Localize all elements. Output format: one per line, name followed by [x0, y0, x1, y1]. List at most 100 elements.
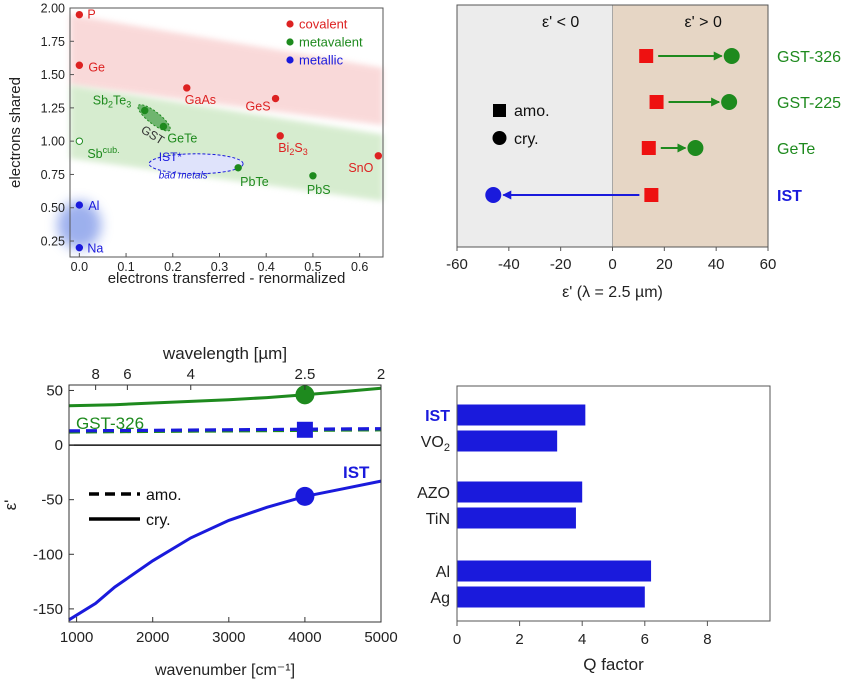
cry-line-gst-326 [68, 386, 382, 408]
x-tick-label: -60 [446, 256, 468, 273]
marker-circle [295, 486, 315, 506]
x2-tick-label: 8 [91, 366, 99, 383]
x-tick-label: 0 [608, 256, 616, 273]
x-tick-label: 4 [578, 631, 586, 648]
ist-ellipse [148, 153, 244, 175]
x-tick-label: 0 [453, 631, 461, 648]
x-tick-label: -20 [550, 256, 572, 273]
x-tick-label: 0.5 [304, 260, 321, 274]
legend-circle-marker [492, 131, 507, 145]
x-tick-label: 5000 [364, 629, 397, 646]
x-tick-label: 20 [656, 256, 673, 273]
point-label-bi2s3: Bi2S3 [278, 141, 308, 157]
x2-tick-label: 2.5 [294, 366, 315, 383]
point-label-gete: GeTe [167, 132, 197, 146]
amo-marker-gst-326 [639, 49, 654, 63]
x-axis-label: ε' (λ = 2.5 µm) [562, 284, 663, 301]
legend-label-covalent: covalent [299, 17, 348, 32]
cry-marker-gst-225 [721, 94, 738, 110]
category-label-azo: AZO [417, 485, 450, 502]
x-tick-label: 0.1 [117, 260, 134, 274]
category-label-tin: TiN [426, 511, 450, 528]
metallic-region [57, 201, 102, 250]
point-pbte [234, 164, 242, 172]
x-tick-label: 2 [515, 631, 523, 648]
x-tick-label: 0.6 [351, 260, 368, 274]
x-tick-label: 6 [641, 631, 649, 648]
plot-frame [69, 7, 384, 258]
x-tick-label: 8 [703, 631, 711, 648]
point-label-sno: SnO [348, 161, 373, 175]
x-tick-label: 0.2 [164, 260, 181, 274]
row-label-gst-225: GST-225 [777, 95, 841, 112]
y-tick-label: 1.25 [41, 101, 65, 115]
cry-marker-ist [485, 187, 502, 203]
y-axis-label: ε' [1, 500, 20, 511]
x-axis-label: wavenumber [cm⁻¹] [154, 662, 295, 679]
x-tick-label: 2000 [136, 629, 169, 646]
x2-tick-label: 6 [123, 366, 131, 383]
point-sb2te3 [141, 106, 149, 115]
point-label-sbcub: Sbcub. [87, 145, 119, 161]
legend-label-metavalent: metavalent [299, 35, 363, 50]
legend-amo-label: amo. [514, 103, 550, 120]
plot-frame [456, 385, 771, 622]
y-tick-label: 0.25 [41, 235, 65, 249]
y-tick-label: 0.75 [41, 168, 65, 182]
cry-line-ist [68, 479, 382, 622]
legend-cry-label: cry. [514, 131, 539, 148]
series-label-ist: IST [343, 463, 370, 482]
x-tick-label: 4000 [288, 629, 321, 646]
legend-marker-metallic [286, 56, 294, 64]
marker-circle [295, 385, 315, 405]
point-label-gaas: GaAs [185, 93, 216, 107]
legend-label-metallic: metallic [299, 53, 344, 68]
point-label-na: Na [87, 242, 103, 256]
bar-tin [457, 507, 576, 529]
x-tick-label: 40 [708, 256, 725, 273]
marker-square [296, 421, 313, 438]
cry-marker-gete [687, 140, 704, 156]
x2-tick-label: 4 [187, 366, 195, 383]
point-label-ge: Ge [88, 60, 105, 74]
point-al [75, 201, 84, 209]
negative-region [457, 5, 613, 247]
y-tick-label: -150 [33, 601, 63, 618]
point-bi2s3 [276, 132, 284, 140]
series-label-gst326: GST-326 [76, 414, 144, 433]
legend-amo-label: amo. [146, 487, 182, 504]
legend-marker-covalent [286, 20, 294, 28]
legend-square-marker [493, 104, 506, 117]
y-tick-label: 1.00 [41, 135, 65, 149]
row-label-ist: IST [777, 188, 802, 205]
point-label-ges: GeS [246, 100, 271, 114]
x-tick-label: 3000 [212, 629, 245, 646]
bar-al [457, 560, 652, 582]
point-gaas [183, 84, 191, 92]
bar-ist [457, 404, 586, 426]
point-p [75, 10, 84, 19]
point-ge [75, 61, 84, 69]
point-label-pbte: PbTe [240, 175, 269, 189]
covalent-region [70, 14, 383, 126]
bad-metals-label: bad metals [159, 170, 208, 181]
point-sbcub [75, 137, 84, 145]
amo-line-ist [68, 427, 382, 433]
y-tick-label: 1.75 [41, 35, 65, 49]
panel-q-factor-bars: IST VO2 AZO TiN Al Ag 0 2 4 6 8 Q factor [417, 385, 771, 674]
x-axis-label: Q factor [583, 655, 644, 674]
positive-region-label: ε' > 0 [685, 14, 722, 31]
legend-marker-metavalent [286, 38, 294, 46]
category-label-al: Al [436, 564, 450, 581]
bar-ag [457, 586, 645, 608]
bar-azo [457, 481, 583, 503]
x-tick-label: -40 [498, 256, 520, 273]
amo-marker-gst-225 [649, 95, 664, 109]
amo-marker-gete [641, 141, 656, 155]
y-axis-label: electrons shared [7, 77, 24, 188]
y-tick-label: 2.00 [41, 2, 65, 16]
panel-permittivity-spectrum: GST-326 IST amo. cry. 1000 2000 3000 4000 5000 50… [1, 344, 398, 679]
y-tick-label: 1.50 [41, 68, 65, 82]
